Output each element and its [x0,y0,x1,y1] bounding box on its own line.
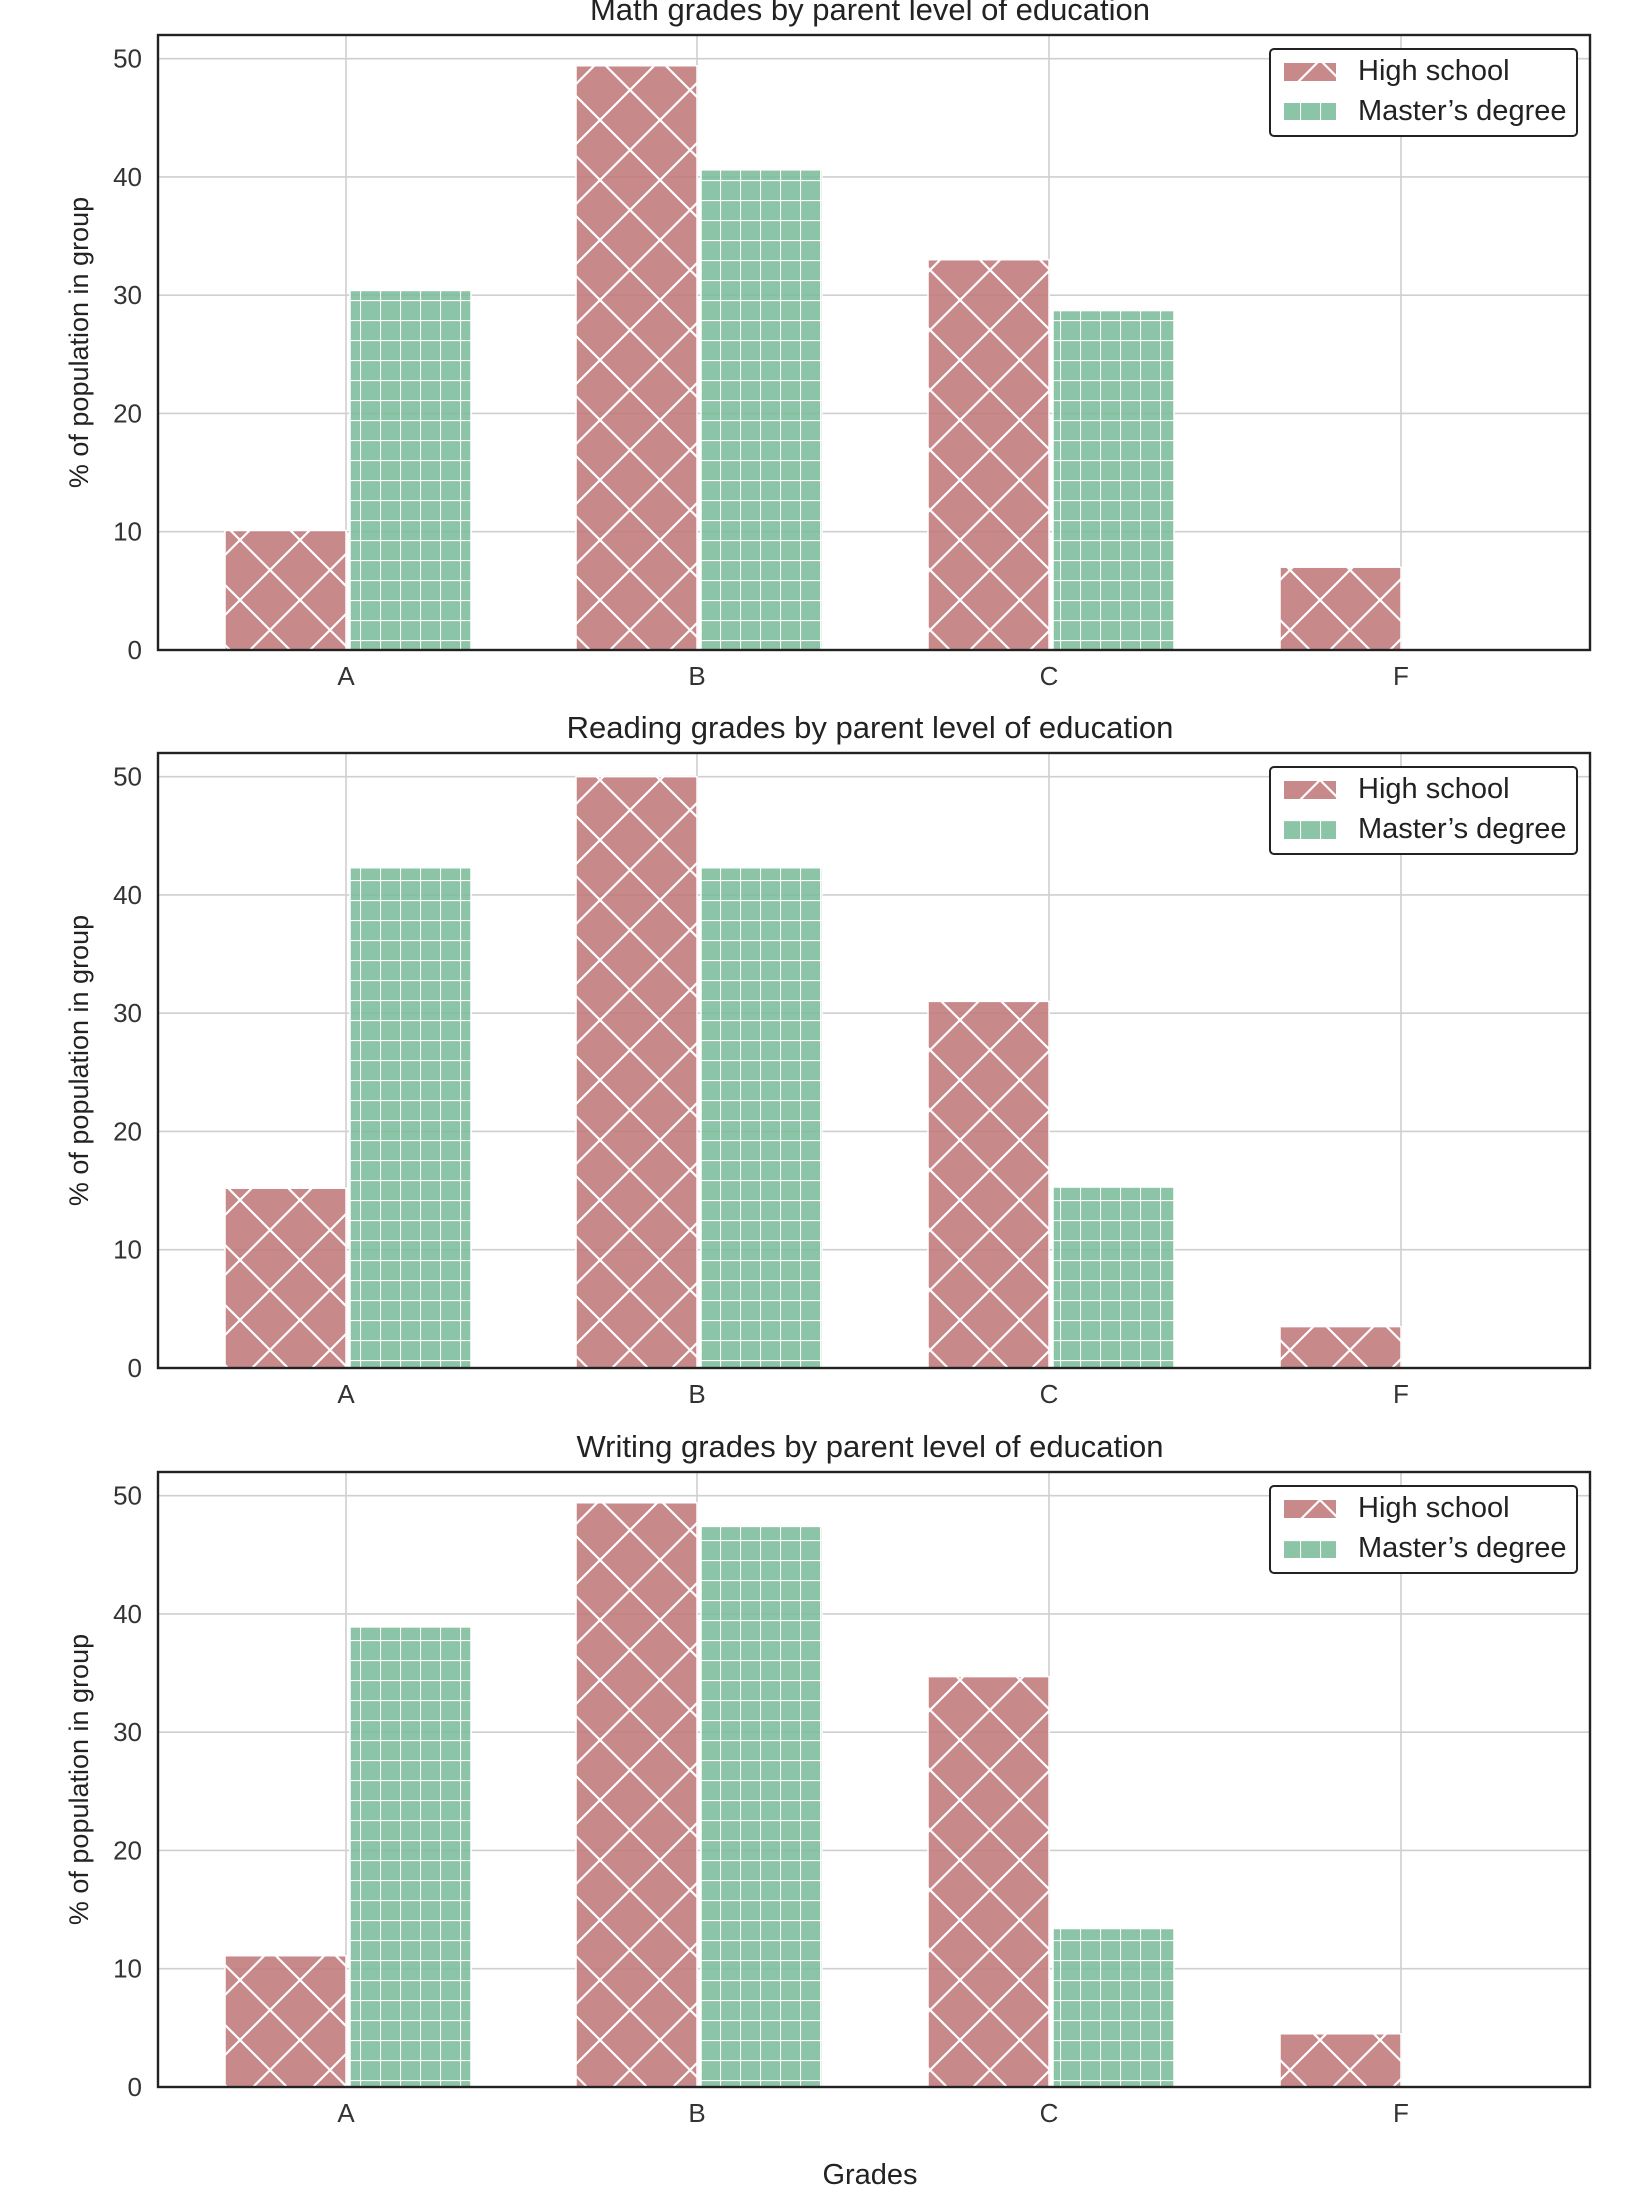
y-tick-label: 10 [113,517,142,547]
y-tick-label: 30 [113,280,142,310]
y-tick-label: 10 [113,1954,142,1984]
x-tick-label: B [688,1379,705,1409]
chart-0: 0 10 20 30 40 50 A B C F Math grades by parent lev… [64,0,1592,691]
chart-title: Math grades by parent level of education [590,0,1150,27]
bar-hatch [349,289,472,651]
y-tick-label: 0 [128,2072,142,2102]
bar-hatch [1279,2033,1402,2088]
y-tick-label: 40 [113,162,142,192]
x-tick-label: C [1040,2098,1059,2128]
legend-swatch-hatch [1284,781,1336,799]
bar-hatch [1279,566,1402,651]
bar-hatch [700,866,823,1369]
bar-hatch [575,775,698,1369]
legend-label: Master’s degree [1358,95,1566,127]
bar-hatch [927,1000,1050,1369]
plot-frame [156,33,1592,652]
y-tick-label: 40 [113,880,142,910]
chart-title: Reading grades by parent level of educat… [567,710,1174,745]
x-tick-label: F [1393,2098,1409,2128]
y-tick-label: 50 [113,44,142,74]
legend-swatch-hatch [1284,821,1336,839]
legend-label: Master’s degree [1358,813,1566,845]
legend-label: High school [1358,773,1510,805]
chart-1: 0 10 20 30 40 50 A B C F Reading grades by parent … [64,710,1592,1409]
x-tick-label: A [337,661,355,691]
bar-hatch [1279,1325,1402,1369]
legend-label: High school [1358,55,1510,87]
x-axis-label: Grades [822,2159,917,2188]
legend-box [1269,1485,1578,1574]
legend-label: High school [1358,1492,1510,1524]
legend-swatch-hatch [1284,103,1336,121]
bar-hatch [927,1675,1050,2088]
legend-label: Master’s degree [1358,1532,1566,1564]
bar-hatch [927,258,1050,651]
y-tick-label: 20 [113,1116,142,1146]
plot-frame [156,1470,1592,2089]
bar-hatch [1052,1186,1175,1369]
bar-hatch [349,1626,472,2088]
y-axis-label: % of population in group [64,915,94,1206]
legend: High school Master’s degree [1269,1485,1578,1574]
y-tick-label: 20 [113,1835,142,1865]
legend-swatch-hatch [1284,63,1336,81]
plot-frame [156,751,1592,1370]
bar-hatch [575,1502,698,2088]
x-tick-label: F [1393,661,1409,691]
bar-hatch [224,529,347,651]
legend: High school Master’s degree [1269,48,1578,137]
bar-hatch [700,169,823,651]
legend-box [1269,48,1578,137]
y-axis-label: % of population in group [64,197,94,488]
x-tick-label: A [337,2098,355,2128]
legend-box [1269,766,1578,855]
y-tick-label: 0 [128,635,142,665]
bar-hatch [1052,309,1175,651]
y-axis-label: % of population in group [64,1634,94,1925]
y-tick-label: 10 [113,1235,142,1265]
bar-hatch [224,1187,347,1369]
bar-hatch [575,65,698,651]
y-tick-label: 30 [113,998,142,1028]
legend: High school Master’s degree [1269,766,1578,855]
y-tick-label: 50 [113,762,142,792]
x-tick-label: B [688,661,705,691]
x-tick-label: F [1393,1379,1409,1409]
x-tick-label: B [688,2098,705,2128]
bar-hatch [1052,1927,1175,2088]
y-tick-label: 0 [128,1353,142,1383]
legend-swatch-hatch [1284,1540,1336,1558]
y-tick-label: 20 [113,398,142,428]
y-tick-label: 40 [113,1599,142,1629]
chart-title: Writing grades by parent level of educat… [576,1429,1163,1464]
x-tick-label: A [337,1379,355,1409]
bar-hatch [349,866,472,1369]
x-tick-label: C [1040,661,1059,691]
chart-2: 0 10 20 30 40 50 A B C F Writing grades by parent … [64,1429,1592,2188]
charts-layer: 0 10 20 30 40 50 A B C F Math grades by parent lev… [64,0,1592,2188]
bar-hatch [224,1954,347,2088]
x-tick-label: C [1040,1379,1059,1409]
bar-hatch [700,1525,823,2088]
y-tick-label: 30 [113,1717,142,1747]
y-tick-label: 50 [113,1481,142,1511]
legend-swatch-hatch [1284,1500,1336,1518]
